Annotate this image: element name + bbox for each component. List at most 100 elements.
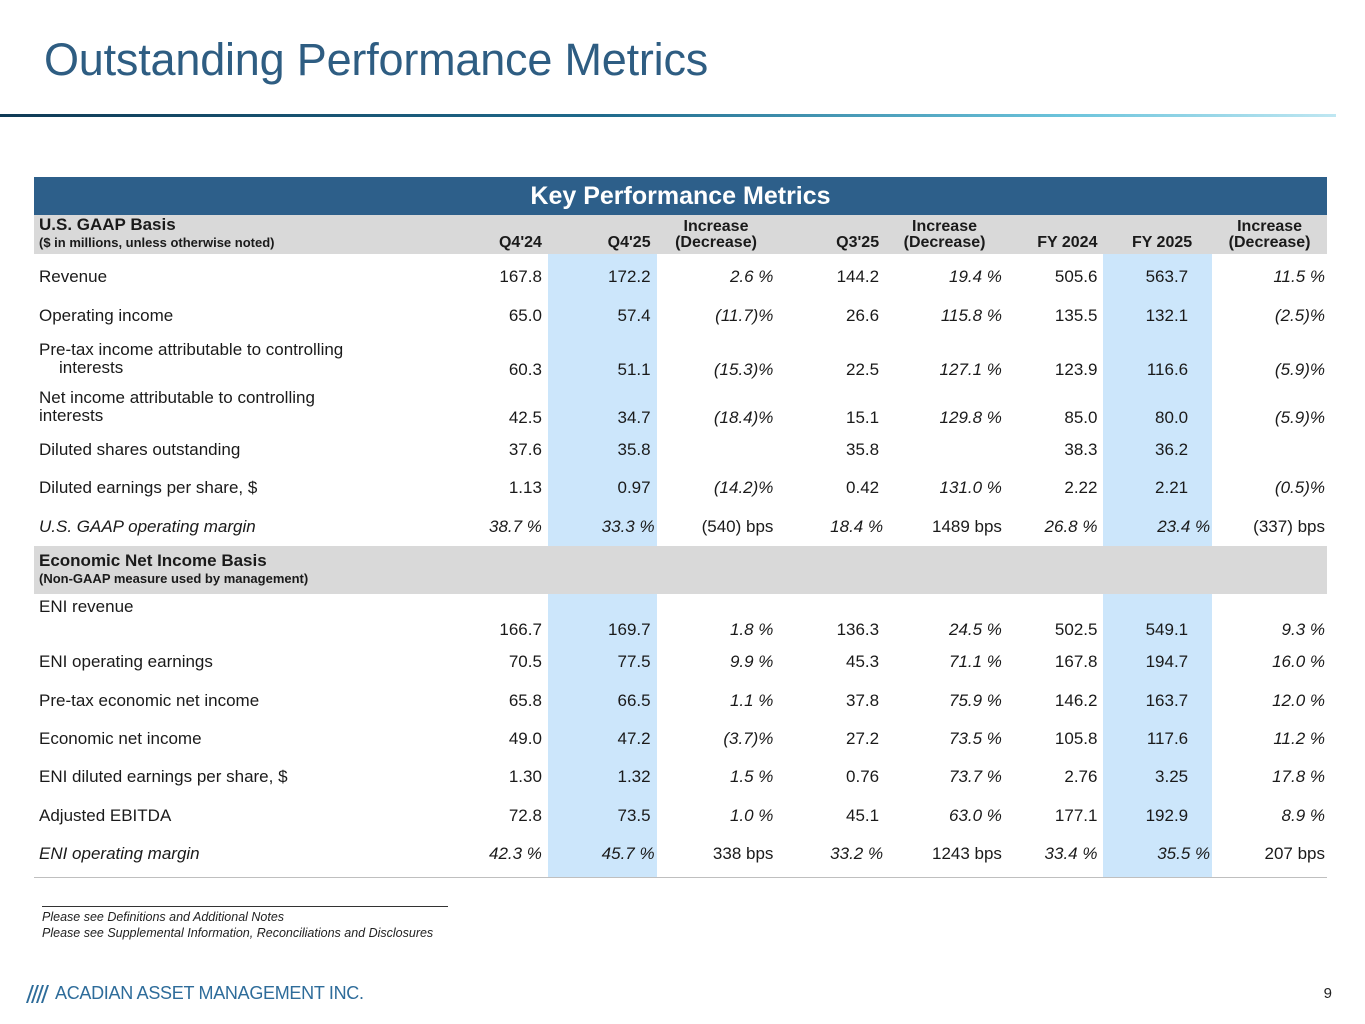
cell-change-q3: 63.0 % [949,805,1002,825]
table-row-eni-operating-margin: ENI operating margin 42.3 % 45.7 % 338 b… [34,834,1327,874]
cell-change-q4: 2.6 % [729,267,774,287]
cell-q4-25: 66.5 [568,681,657,720]
cell-change-fy: 12.0 % [1272,690,1325,710]
cell-change-q4: 338 bps [712,844,774,864]
row-label: Economic net income [39,728,202,748]
cell-fy-2024: 123.9 [1054,359,1098,379]
currency-symbol [1004,258,1024,296]
col-header-change-fy: Increase (Decrease) [1212,215,1327,254]
cell-q4-24: 1.13 [508,478,542,498]
column-header-row: U.S. GAAP Basis ($ in millions, unless o… [34,215,1327,254]
cell-q4-25: 51.1 [568,334,657,383]
cell-change-fy: (5.9)% [1274,359,1325,379]
cell-change-q3: 127.1 % [939,359,1002,379]
cell-change-q3: 19.4 % [949,267,1002,287]
cell-q4-24: 60.3 [508,359,542,379]
cell-change-q4: (14.2)% [713,478,774,498]
cell-fy-2025: 36.2 [1123,430,1213,470]
table-row-pretax-eni: Pre-tax economic net income 65.8 66.5 1.… [34,681,1327,720]
cell-q3-25: 22.5 [846,359,880,379]
table-row-revenue: Revenue 167.8 172.2 2.6 % 144.2 19.4 % 5… [34,258,1327,297]
cell-change-fy: 16.0 % [1272,652,1325,672]
cell-fy-2024: 26.8 % [1044,516,1098,536]
row-label: ENI operating margin [39,844,200,864]
row-label: U.S. GAAP operating margin [39,516,256,536]
currency-symbol [775,758,795,796]
cell-fy-2025: 80.0 [1123,382,1213,431]
table-row-eni-diluted-eps: ENI diluted earnings per share, $ 1.30 1… [34,758,1327,797]
cell-change-q3: 73.7 % [949,767,1002,787]
table-bottom-rule [34,873,1327,879]
currency-symbol [775,258,795,296]
cell-q4-24: 49.0 [508,728,542,748]
cell-q4-24: 38.7 % [488,516,542,536]
table-row-eni-operating-earnings: ENI operating earnings 70.5 77.5 9.9 % 4… [34,642,1327,682]
page-title: Outstanding Performance Metrics [44,34,709,85]
row-label: ENI operating earnings [39,652,213,672]
cell-q3-25: 45.1 [846,805,880,825]
table-row-eni-revenue: ENI revenue 166.7 169.7 1.8 % 136.3 24.5… [34,593,1327,643]
cell-q4-24: 166.7 [499,619,542,639]
cell-q4-24: 1.30 [508,767,542,787]
col-header-change-q3: Increase (Decrease) [885,215,1004,254]
cell-change-q3 [885,431,1004,469]
cell-q4-25: 34.7 [568,382,657,431]
currency-symbol [1103,758,1124,797]
currency-symbol [1103,469,1124,508]
cell-q3-25: 45.3 [846,652,880,672]
col-header-fy-2024: FY 2024 [1003,215,1104,254]
table-row-operating-income: Operating income 65.0 57.4 (11.7)% 26.6 … [34,296,1327,335]
cell-fy-2024: 502.5 [1054,619,1098,639]
currency-symbol [1004,469,1024,507]
table-row-pretax-income: Pre-tax income attributable to controlli… [34,334,1327,383]
cell-fy-2025: 132.1 [1123,296,1213,335]
eni-section-title: Economic Net Income Basis [39,550,267,570]
row-label-line1: Net income attributable to controlling [39,387,315,407]
gaap-section-title: U.S. GAAP Basis [39,215,176,234]
cell-change-q3: 115.8 % [940,305,1002,325]
cell-change-fy: (337) bps [1253,516,1325,536]
table-banner-row: Key Performance Metrics [34,177,1327,215]
cell-fy-2025: 2.21 [1123,469,1213,508]
cell-fy-2025: 117.6 [1123,719,1213,759]
cell-fy-2025: 194.7 [1123,642,1213,682]
cell-change-q3: 75.9 % [949,690,1002,710]
table-row-economic-net-income: Economic net income 49.0 47.2 (3.7)% 27.… [34,719,1327,759]
currency-symbol [775,469,795,507]
col-header-change-q4-line2: (Decrease) [675,234,757,251]
row-label: Diluted shares outstanding [39,439,241,459]
cell-change-fy: (2.5)% [1274,305,1325,325]
page-number: 9 [1323,985,1332,1002]
cell-fy-2024: 105.8 [1054,728,1098,748]
table-row-gaap-operating-margin: U.S. GAAP operating margin 38.7 % 33.3 %… [34,507,1327,546]
table-row-diluted-shares: Diluted shares outstanding 37.6 35.8 35.… [34,430,1327,470]
cell-change-q4: (15.3)% [713,359,774,379]
row-label: Pre-tax economic net income [39,690,260,710]
acadian-stripes-icon [26,984,49,1003]
row-label: Net income attributable to controlling i… [34,383,430,431]
cell-q4-24: 167.8 [499,267,542,287]
cell-change-q3: 131.0 % [939,478,1002,498]
cell-fy-2024: 38.3 [1064,439,1098,459]
cell-change-fy [1212,431,1327,469]
currency-symbol [1103,593,1124,643]
cell-q4-25: 172.2 [568,258,657,297]
cell-change-q3: 1489 bps [931,516,1002,536]
cell-fy-2024: 167.8 [1054,652,1098,672]
col-header-q4-25: Q4'25 [547,215,657,254]
currency-symbol [547,469,569,508]
footnote-divider [42,906,448,907]
cell-q3-25: 18.4 % [830,516,884,536]
cell-fy-2025: 3.25 [1123,758,1213,797]
cell-q3-25: 136.3 [836,619,880,639]
currency-symbol [430,594,450,643]
col-header-change-q3-line2: (Decrease) [903,234,986,251]
company-name: ACADIAN ASSET MANAGEMENT INC. [55,983,364,1003]
cell-fy-2025: 116.6 [1123,334,1213,383]
cell-change-fy: 11.5 % [1273,267,1325,287]
cell-change-q3: 1243 bps [931,844,1002,864]
currency-symbol [547,758,569,797]
cell-fy-2025: 23.4 % [1103,507,1213,546]
cell-q4-24: 42.3 % [488,844,542,864]
cell-fy-2025: 192.9 [1123,796,1213,835]
